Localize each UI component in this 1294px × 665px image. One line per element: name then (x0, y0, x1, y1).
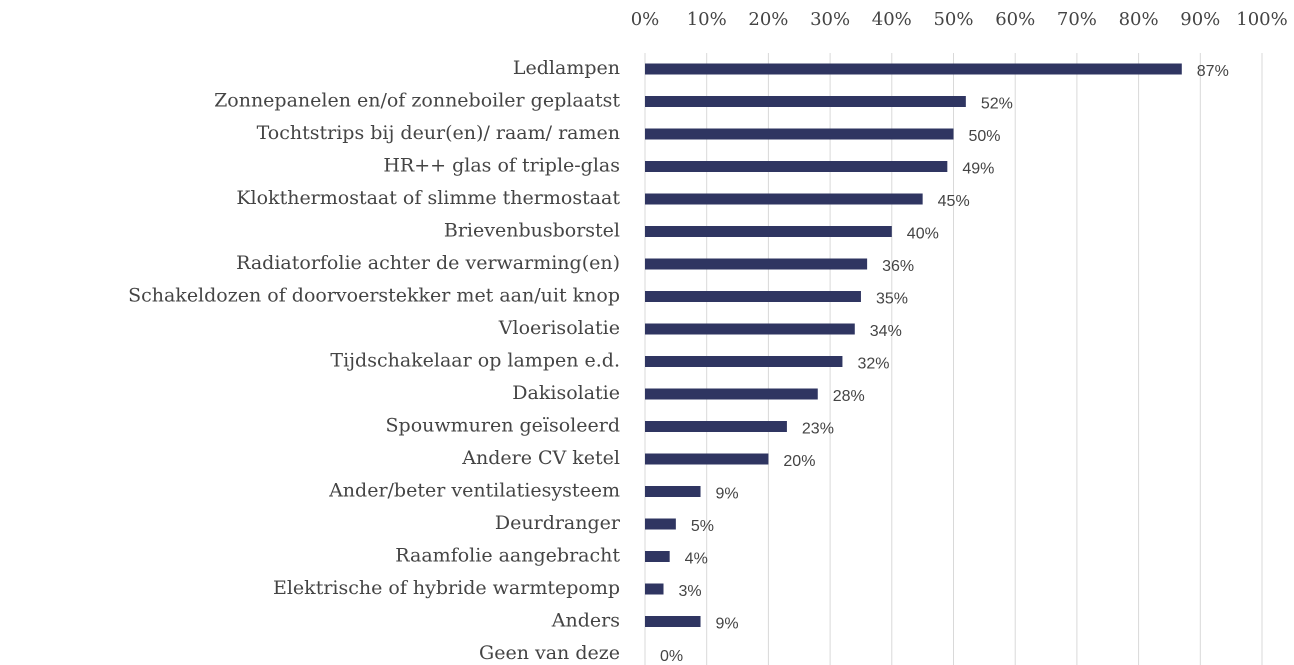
bar (645, 63, 1182, 75)
category-label: HR++ glas of triple-glas (383, 155, 620, 177)
x-tick-label: 70% (1057, 9, 1097, 30)
value-label: 52% (981, 96, 1013, 113)
bar (645, 323, 855, 335)
value-label: 9% (716, 486, 739, 503)
bar (645, 518, 676, 530)
bar (645, 193, 923, 205)
bar (645, 486, 701, 497)
category-label: Radiatorfolie achter de verwarming(en) (236, 252, 620, 274)
x-tick-label: 30% (810, 9, 850, 30)
category-label: Elektrische of hybride warmtepomp (273, 577, 620, 599)
category-label: Ledlampen (513, 57, 620, 79)
category-label: Tijdschakelaar op lampen e.d. (330, 350, 620, 372)
bar (645, 128, 954, 140)
category-label: Ander/beter ventilatiesysteem (328, 480, 620, 502)
x-tick-label: 40% (872, 9, 912, 30)
x-tick-label: 50% (933, 9, 973, 30)
category-label: Geen van deze (479, 642, 620, 664)
value-label: 23% (802, 421, 834, 438)
category-label: Tochtstrips bij deur(en)/ raam/ ramen (257, 122, 620, 144)
bar (645, 291, 861, 302)
x-tick-label: 90% (1180, 9, 1220, 30)
value-label: 36% (882, 258, 914, 275)
bar (645, 161, 948, 172)
value-label: 40% (907, 226, 939, 243)
category-label: Anders (551, 610, 620, 632)
category-label: Raamfolie aangebracht (395, 545, 620, 567)
value-label: 87% (1197, 63, 1229, 80)
category-label: Spouwmuren geïsoleerd (386, 415, 620, 437)
bar (645, 453, 769, 465)
bar (645, 226, 892, 237)
bar (645, 551, 670, 562)
bar (645, 583, 664, 595)
value-label: 32% (857, 356, 889, 373)
x-tick-label: 80% (1119, 9, 1159, 30)
value-label: 0% (660, 648, 683, 665)
category-label: Zonnepanelen en/of zonneboiler geplaatst (214, 90, 620, 112)
value-label: 20% (783, 453, 815, 470)
category-label: Schakeldozen of doorvoerstekker met aan/… (128, 285, 620, 307)
bar (645, 388, 818, 400)
value-label: 5% (691, 518, 714, 535)
x-tick-label: 0% (631, 9, 660, 30)
value-label: 45% (938, 193, 970, 210)
category-label: Klokthermostaat of slimme thermostaat (236, 187, 620, 209)
value-label: 49% (962, 161, 994, 178)
value-label: 3% (679, 583, 702, 600)
bar (645, 616, 701, 627)
bar (645, 421, 787, 432)
x-tick-label: 20% (748, 9, 788, 30)
x-tick-label: 60% (995, 9, 1035, 30)
value-label: 9% (716, 616, 739, 633)
x-tick-label: 100% (1236, 9, 1287, 30)
x-tick-label: 10% (687, 9, 727, 30)
bar (645, 96, 966, 107)
category-label: Dakisolatie (512, 382, 620, 404)
value-label: 4% (685, 551, 708, 568)
value-label: 50% (969, 128, 1001, 145)
value-label: 35% (876, 291, 908, 308)
bar (645, 356, 843, 367)
category-label: Andere CV ketel (461, 447, 620, 469)
value-label: 28% (833, 388, 865, 405)
value-label: 34% (870, 323, 902, 340)
bar (645, 258, 868, 270)
category-label: Brievenbusborstel (444, 220, 620, 242)
category-label: Vloerisolatie (498, 317, 620, 339)
category-label: Deurdranger (495, 512, 621, 534)
